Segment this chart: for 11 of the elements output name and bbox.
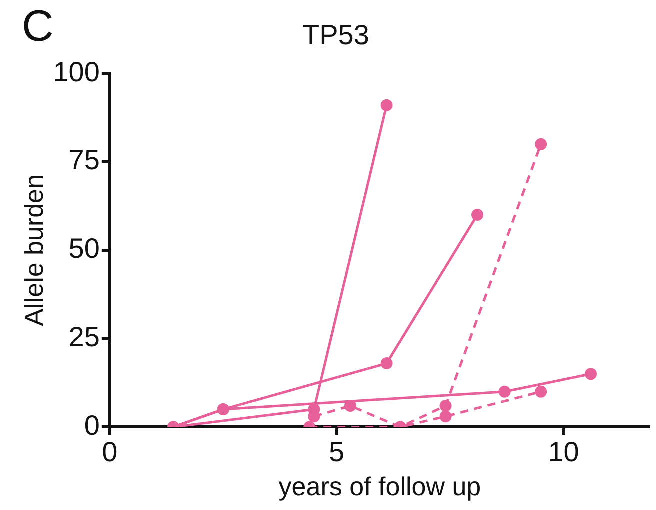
x-tick-label: 10	[548, 436, 580, 468]
y-axis-title: Allele burden	[18, 174, 49, 326]
text: C	[22, 2, 54, 52]
y-tick-label: 100	[53, 56, 100, 88]
chart-title: TP53	[302, 20, 370, 51]
y-tick-label: 0	[84, 410, 100, 441]
y-tick-label: 75	[68, 144, 100, 176]
y-tick-label: 25	[68, 322, 100, 353]
y-tick-label: 50	[68, 233, 100, 264]
x-tick-label: 5	[329, 436, 345, 468]
x-axis-title: years of follow up	[278, 472, 482, 502]
